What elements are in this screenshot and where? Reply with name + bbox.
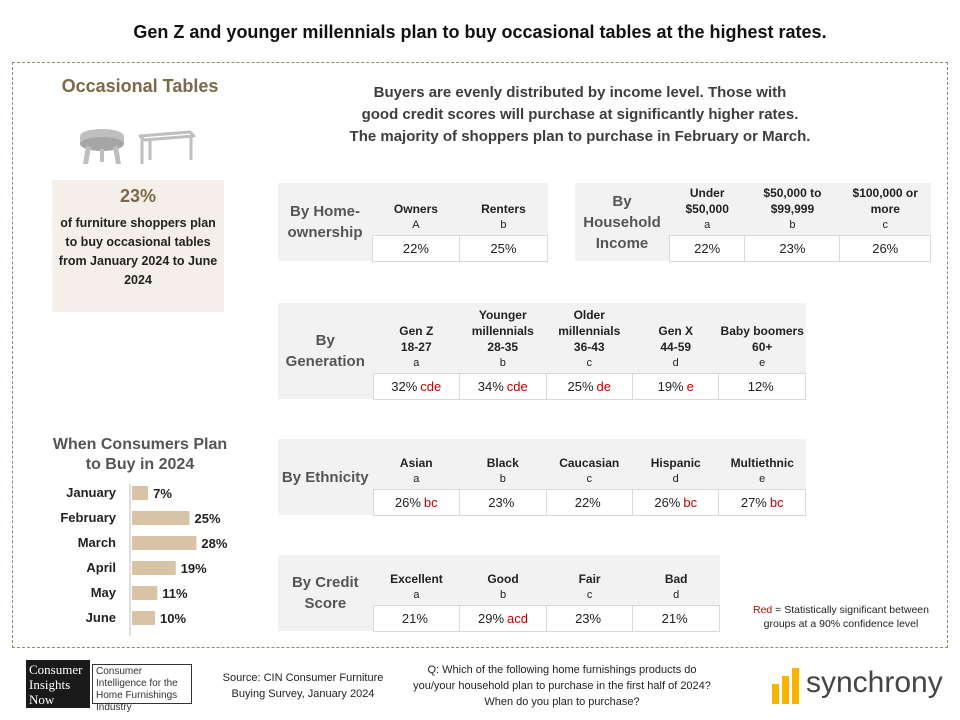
column-header: Excellent a xyxy=(373,555,460,605)
column-header: Fair c xyxy=(546,555,633,605)
category-label: January xyxy=(66,485,117,500)
table-label: By Generation xyxy=(278,303,374,399)
column-header: Renters b xyxy=(459,183,548,235)
bar xyxy=(132,611,155,625)
table-cell: 25% xyxy=(458,234,549,262)
table-label: By Home-ownership xyxy=(278,183,373,261)
column-header: Gen X 44-59 d xyxy=(632,303,719,373)
value-label: 11% xyxy=(162,586,188,601)
category-label: February xyxy=(60,510,116,525)
column-header: Older millennials 36-43 c xyxy=(546,303,633,373)
bar-chart: January 7% February 25% March 28% April 19% May 1… xyxy=(60,484,228,636)
column-header: Caucasian c xyxy=(546,439,633,489)
table-cell: 12% xyxy=(718,372,806,400)
stat-percent: 23% xyxy=(119,186,157,206)
value-label: 7% xyxy=(153,486,172,501)
column-header: Younger millennials 28-35 b xyxy=(459,303,546,373)
page-title: Gen Z and younger millennials plan to bu… xyxy=(133,22,827,42)
bar xyxy=(132,561,176,575)
brand-name: synchrony xyxy=(806,666,943,699)
column-header: Gen Z 18-27 a xyxy=(373,303,460,373)
source-note: Source: CIN Consumer Furniture Buying Su… xyxy=(222,672,384,700)
table-generation: By Generation Gen Z 18-27 a Younger millen… xyxy=(278,303,806,400)
synchrony-mark-icon xyxy=(772,668,799,704)
table-icons xyxy=(80,129,196,164)
table-cell: 26% xyxy=(839,234,931,262)
column-header: $100,000 or more c xyxy=(839,183,931,235)
value-label: 19% xyxy=(181,561,207,576)
table-homeownership: By Home-ownership Owners A Renters b 22% 2… xyxy=(278,183,549,262)
category-label: June xyxy=(86,610,116,625)
chart-title: When Consumers Plan to Buy in 2024 xyxy=(52,436,228,473)
column-header: Under $50,000 a xyxy=(669,183,745,235)
table-cell: 21% xyxy=(632,604,720,632)
category-label: April xyxy=(86,560,116,575)
headline: Buyers are evenly distributed by income … xyxy=(349,84,811,145)
category-title: Occasional Tables xyxy=(61,76,219,96)
significance-note: Red = Statistically significant between … xyxy=(753,604,929,630)
table-cell: 26% bc xyxy=(372,488,461,516)
value-label: 10% xyxy=(160,611,186,626)
table-income: By Household Income Under $50,000 a $50,0… xyxy=(575,183,931,262)
rectangular-table-icon xyxy=(138,130,196,164)
column-header: Asian a xyxy=(373,439,460,489)
table-cell: 25% de xyxy=(545,372,633,400)
table-cell: 22% xyxy=(545,488,633,516)
column-header: Baby boomers 60+ e xyxy=(718,303,806,373)
bar xyxy=(132,536,197,550)
value-label: 25% xyxy=(195,511,221,526)
table-cell: 23% xyxy=(545,604,634,632)
table-label: By Ethnicity xyxy=(278,439,374,515)
stat-callout xyxy=(52,180,224,312)
table-label: By Credit Score xyxy=(278,555,374,631)
column-header: Hispanic d xyxy=(632,439,719,489)
category-label: March xyxy=(78,535,116,550)
bar xyxy=(132,511,190,525)
category-label: May xyxy=(91,585,117,600)
cin-logo: Consumer Insights Now Consumer Intelligenc… xyxy=(26,660,192,713)
bar xyxy=(132,586,158,600)
content-frame xyxy=(12,62,948,648)
column-header: Owners A xyxy=(372,183,460,235)
value-label: 28% xyxy=(201,536,227,551)
table-label: By Household Income xyxy=(575,183,670,261)
table-cell: 23% xyxy=(744,234,841,262)
stat-description: of furniture shoppers plan to buy occasi… xyxy=(58,216,218,287)
bar xyxy=(132,486,149,500)
table-cell: 27% bc xyxy=(718,488,806,516)
table-cell: 29% acd xyxy=(459,604,547,632)
column-header: Multiethnic e xyxy=(718,439,806,489)
survey-question: Q: Which of the following home furnishin… xyxy=(413,664,711,708)
table-cell: 21% xyxy=(372,604,461,632)
column-header: $50,000 to $99,999 b xyxy=(744,183,840,235)
table-cell: 23% xyxy=(459,488,547,516)
column-header: Bad d xyxy=(632,555,720,605)
table-cell: 26% bc xyxy=(631,488,720,516)
round-table-icon xyxy=(80,129,124,164)
table-cell: 32% cde xyxy=(372,372,461,400)
column-header: Black b xyxy=(459,439,546,489)
table-cell: 22% xyxy=(372,234,460,262)
column-header: Good b xyxy=(459,555,547,605)
table-credit-score: By Credit Score Excellent a Good b Fair c B… xyxy=(278,555,720,632)
table-cell: 19% e xyxy=(631,372,720,400)
table-cell: 22% xyxy=(668,234,746,262)
table-ethnicity: By Ethnicity Asian a Black b Caucasian c Hi… xyxy=(278,439,806,516)
table-cell: 34% cde xyxy=(459,372,547,400)
